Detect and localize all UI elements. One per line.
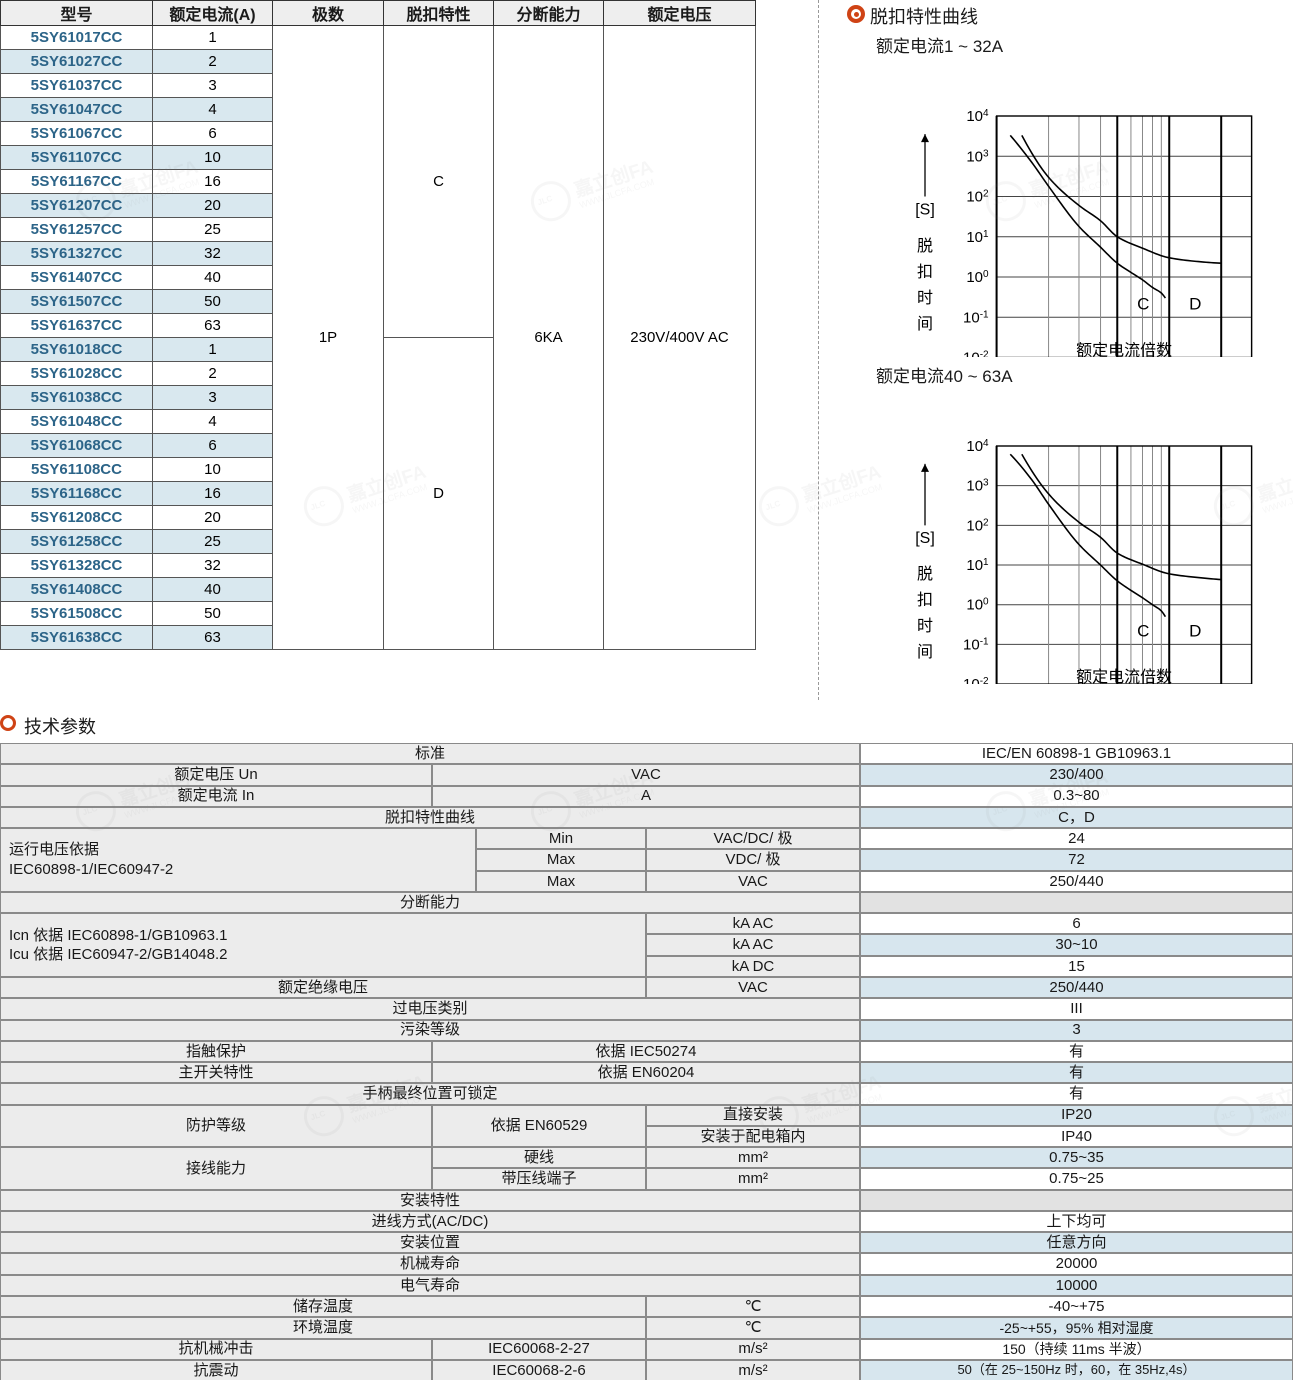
svg-text:102: 102 [966,188,989,206]
svg-text:D: D [1189,621,1201,640]
svg-text:扣: 扣 [917,591,933,609]
svg-text:103: 103 [966,477,989,495]
svg-text:扣: 扣 [917,263,933,281]
svg-text:101: 101 [966,228,989,246]
svg-text:C: C [1137,294,1149,313]
svg-text:10-1: 10-1 [963,309,989,327]
svg-text:104: 104 [966,107,989,125]
svg-text:[S]: [S] [915,530,935,547]
svg-text:D: D [1189,294,1201,313]
svg-text:100: 100 [966,596,989,614]
svg-text:时: 时 [917,617,933,635]
svg-text:间: 间 [917,315,933,333]
svg-text:时: 时 [917,289,933,307]
svg-text:脱: 脱 [917,565,933,583]
svg-text:10-2: 10-2 [963,349,989,358]
svg-text:C: C [1137,621,1149,640]
svg-text:[S]: [S] [915,201,935,218]
svg-text:101: 101 [966,556,989,574]
svg-text:间: 间 [917,643,933,661]
svg-text:103: 103 [966,148,989,166]
svg-text:100: 100 [966,268,989,286]
svg-text:脱: 脱 [917,237,933,255]
svg-text:102: 102 [966,517,989,535]
svg-text:额定电流倍数: 额定电流倍数 [1076,341,1172,357]
svg-text:10-1: 10-1 [963,636,989,654]
svg-text:额定电流倍数: 额定电流倍数 [1076,668,1172,684]
svg-text:10-2: 10-2 [963,675,989,684]
svg-text:104: 104 [966,437,989,455]
